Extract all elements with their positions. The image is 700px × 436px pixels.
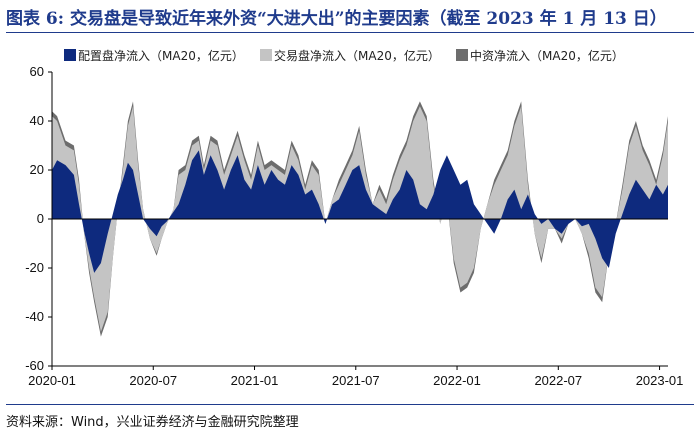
- legend-swatch-allocation: [64, 49, 76, 61]
- y-tick-label: -60: [25, 358, 44, 373]
- legend-label-intermediary: 中资净流入（MA20，亿元）: [470, 48, 624, 63]
- y-axis-ticks: -60 -40 -20 0 20 40 60: [25, 64, 52, 373]
- y-tick-label: 0: [37, 211, 44, 226]
- title-divider: [6, 32, 694, 33]
- y-tick-label: -40: [25, 309, 44, 324]
- x-tick-label: 2023-01: [636, 373, 684, 388]
- legend-swatch-trading: [260, 49, 272, 61]
- y-tick-label: -20: [25, 260, 44, 275]
- y-tick-label: 60: [30, 64, 44, 79]
- x-tick-label: 2020-01: [28, 373, 76, 388]
- x-tick-label: 2020-07: [129, 373, 177, 388]
- x-tick-label: 2021-01: [231, 373, 279, 388]
- y-tick-label: 20: [30, 162, 44, 177]
- x-tick-label: 2022-07: [534, 373, 582, 388]
- x-tick-label: 2021-07: [332, 373, 380, 388]
- legend-label-trading: 交易盘净流入（MA20，亿元）: [274, 48, 440, 63]
- x-axis-ticks: 2020-01 2020-07 2021-01 2021-07 2022-01 2022-…: [28, 366, 683, 388]
- y-tick-label: 40: [30, 113, 44, 128]
- legend-swatch-intermediary: [456, 49, 468, 61]
- legend-label-allocation: 配置盘净流入（MA20，亿元）: [78, 48, 244, 63]
- x-tick-label: 2022-01: [433, 373, 481, 388]
- chart-title: 图表 6: 交易盘是导致近年来外资“大进大出”的主要因素（截至 2023 年 1…: [6, 9, 667, 29]
- series-area-allocation: [52, 150, 668, 273]
- footer-divider: [6, 404, 694, 405]
- source-note: 资料来源：Wind，兴业证券经济与金融研究院整理: [6, 415, 299, 430]
- net-inflow-chart: 配置盘净流入（MA20，亿元） 交易盘净流入（MA20，亿元） 中资净流入（MA…: [25, 48, 683, 388]
- chart-legend: 配置盘净流入（MA20，亿元） 交易盘净流入（MA20，亿元） 中资净流入（MA…: [64, 48, 624, 63]
